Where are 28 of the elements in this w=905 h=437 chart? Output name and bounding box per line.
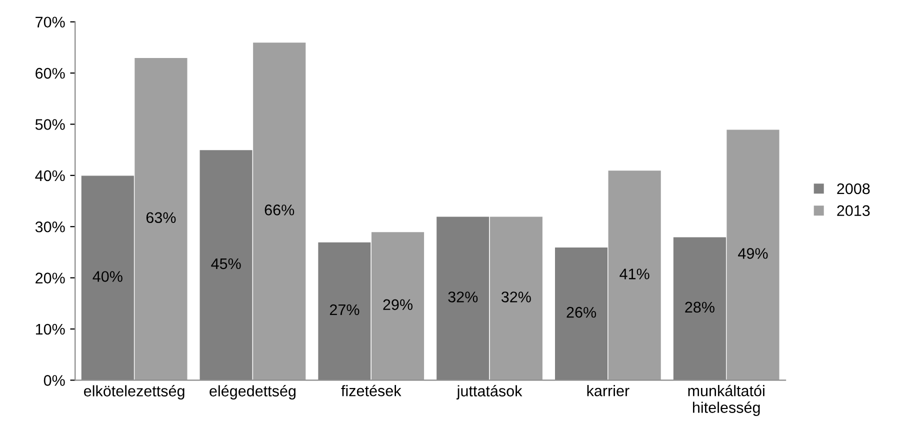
data-label: 29%: [383, 299, 413, 310]
x-tick-label: fizetések: [341, 384, 402, 396]
data-label: 49%: [738, 248, 768, 259]
legend-label: 2008: [837, 183, 870, 194]
data-label: 32%: [501, 292, 531, 302]
x-tick-label: elégedettség: [210, 385, 296, 400]
x-tick-label: karrier: [587, 385, 630, 396]
data-label: 28%: [685, 302, 714, 313]
x-tick-label: juttatások: [456, 385, 522, 400]
x-tick-label: elkötelezettség: [84, 385, 184, 400]
y-tick-label: 40%: [35, 170, 65, 182]
y-tick-label: 10%: [36, 324, 65, 335]
y-tick-label: 70%: [36, 16, 65, 28]
data-label: 41%: [620, 268, 650, 280]
y-tick-label: 50%: [35, 119, 65, 130]
data-label: 63%: [146, 212, 176, 224]
data-label: 45%: [211, 258, 241, 270]
data-label: 66%: [264, 204, 294, 216]
data-label: 26%: [566, 306, 596, 318]
y-tick-label: 60%: [36, 68, 65, 79]
x-tick-label: munkáltatói hitelesség: [688, 384, 764, 416]
y-tick-label: 0%: [44, 375, 65, 386]
y-tick-label: 30%: [35, 221, 65, 232]
data-label: 27%: [330, 304, 360, 316]
data-label: 40%: [92, 271, 122, 282]
data-label: 32%: [448, 292, 478, 302]
legend-label: 2013: [837, 205, 870, 216]
y-tick-label: 20%: [36, 272, 65, 284]
